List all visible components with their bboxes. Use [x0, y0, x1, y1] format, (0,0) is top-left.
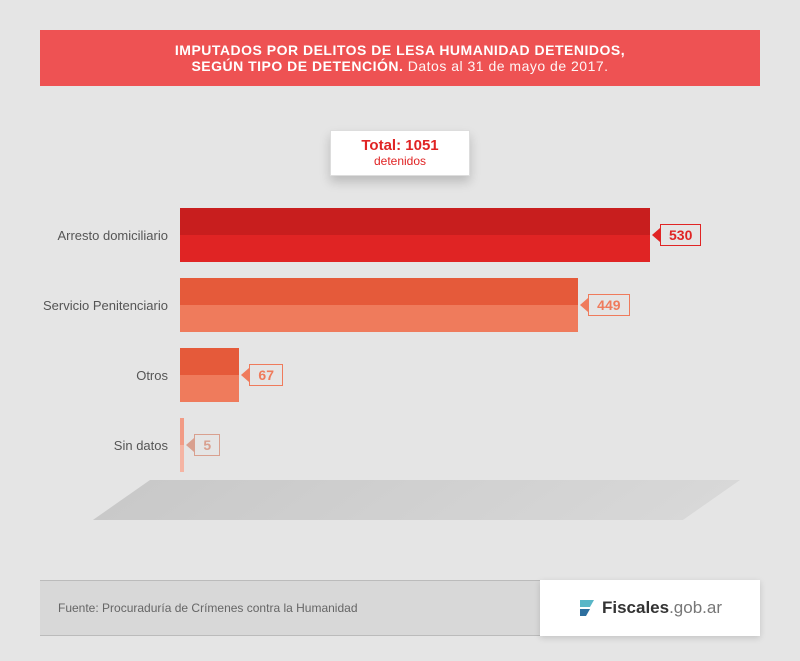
bar-row: Servicio Penitenciario 449 — [40, 270, 760, 340]
bar — [180, 278, 578, 332]
bar-track: 449 — [180, 278, 760, 332]
total-sub: detenidos — [374, 155, 426, 168]
value-text: 449 — [588, 294, 629, 316]
footer: Fuente: Procuraduría de Crímenes contra … — [40, 580, 760, 636]
title-banner: IMPUTADOS POR DELITOS DE LESA HUMANIDAD … — [40, 30, 760, 86]
source-text: Fuente: Procuraduría de Crímenes contra … — [40, 580, 540, 636]
bar-label: Servicio Penitenciario — [40, 298, 180, 313]
brand-logo-text: Fiscales.gob.ar — [602, 598, 722, 618]
logo-name: Fiscales — [602, 598, 669, 617]
bar-top-half — [180, 348, 239, 375]
title-line2: SEGÚN TIPO DE DETENCIÓN. Datos al 31 de … — [191, 58, 608, 74]
bar — [180, 208, 650, 262]
logo-tld: .gob.ar — [669, 598, 722, 617]
fiscales-mark-icon — [578, 598, 596, 618]
title-line2-light: Datos al 31 de mayo de 2017. — [403, 58, 608, 74]
bar-chart: Arresto domiciliario 530 Servicio Penite… — [40, 200, 760, 520]
bar-row: Sin datos 5 — [40, 410, 760, 480]
value-text: 530 — [660, 224, 701, 246]
bar — [180, 418, 184, 472]
title-line1: IMPUTADOS POR DELITOS DE LESA HUMANIDAD … — [175, 42, 625, 58]
bar-track: 67 — [180, 348, 760, 402]
brand-logo: Fiscales.gob.ar — [540, 580, 760, 636]
bar-label: Sin datos — [40, 438, 180, 453]
bar-top-half — [180, 278, 578, 305]
bar-track: 5 — [180, 418, 760, 472]
bar-row: Otros 67 — [40, 340, 760, 410]
bar-label: Otros — [40, 368, 180, 383]
bar-bottom-half — [180, 305, 578, 332]
bar-top-half — [180, 418, 184, 445]
chart-base-shadow — [93, 480, 740, 520]
value-text: 67 — [249, 364, 283, 386]
total-main: Total: 1051 — [361, 138, 438, 155]
bar-bottom-half — [180, 375, 239, 402]
value-tag: 67 — [249, 364, 283, 386]
bar-top-half — [180, 208, 650, 235]
title-line2-bold: SEGÚN TIPO DE DETENCIÓN. — [191, 58, 403, 74]
bar-row: Arresto domiciliario 530 — [40, 200, 760, 270]
total-callout: Total: 1051 detenidos — [330, 130, 470, 176]
tag-arrow-icon — [186, 438, 194, 452]
tag-arrow-icon — [652, 228, 660, 242]
tag-arrow-icon — [241, 368, 249, 382]
bar-bottom-half — [180, 445, 184, 472]
bar-label: Arresto domiciliario — [40, 228, 180, 243]
value-tag: 449 — [588, 294, 629, 316]
bar — [180, 348, 239, 402]
value-text: 5 — [194, 434, 220, 456]
tag-arrow-icon — [580, 298, 588, 312]
value-tag: 530 — [660, 224, 701, 246]
bar-track: 530 — [180, 208, 760, 262]
value-tag: 5 — [194, 434, 220, 456]
bar-bottom-half — [180, 235, 650, 262]
